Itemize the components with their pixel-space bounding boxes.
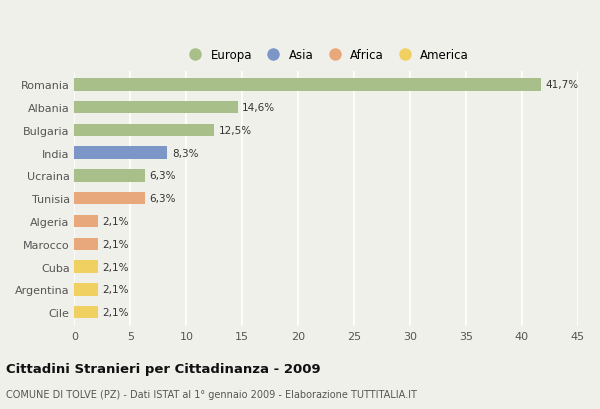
Text: 2,1%: 2,1% [103, 285, 129, 294]
Bar [74, 215, 98, 228]
Bar [74, 306, 98, 319]
Text: 8,3%: 8,3% [172, 148, 199, 158]
Bar [74, 238, 98, 250]
Text: 6,3%: 6,3% [149, 194, 176, 204]
Bar [74, 261, 98, 273]
Text: 14,6%: 14,6% [242, 103, 275, 113]
Bar [74, 283, 98, 296]
Bar [74, 124, 214, 137]
Bar [74, 101, 238, 114]
Text: Cittadini Stranieri per Cittadinanza - 2009: Cittadini Stranieri per Cittadinanza - 2… [6, 362, 320, 375]
Bar [74, 170, 145, 182]
Text: 41,7%: 41,7% [545, 80, 578, 90]
Bar [74, 79, 541, 91]
Text: 12,5%: 12,5% [219, 126, 252, 135]
Text: 2,1%: 2,1% [103, 308, 129, 317]
Text: 6,3%: 6,3% [149, 171, 176, 181]
Legend: Europa, Asia, Africa, America: Europa, Asia, Africa, America [181, 47, 472, 65]
Text: COMUNE DI TOLVE (PZ) - Dati ISTAT al 1° gennaio 2009 - Elaborazione TUTTITALIA.I: COMUNE DI TOLVE (PZ) - Dati ISTAT al 1° … [6, 389, 417, 399]
Bar [74, 193, 145, 205]
Text: 2,1%: 2,1% [103, 216, 129, 227]
Text: 2,1%: 2,1% [103, 239, 129, 249]
Text: 2,1%: 2,1% [103, 262, 129, 272]
Bar [74, 147, 167, 160]
